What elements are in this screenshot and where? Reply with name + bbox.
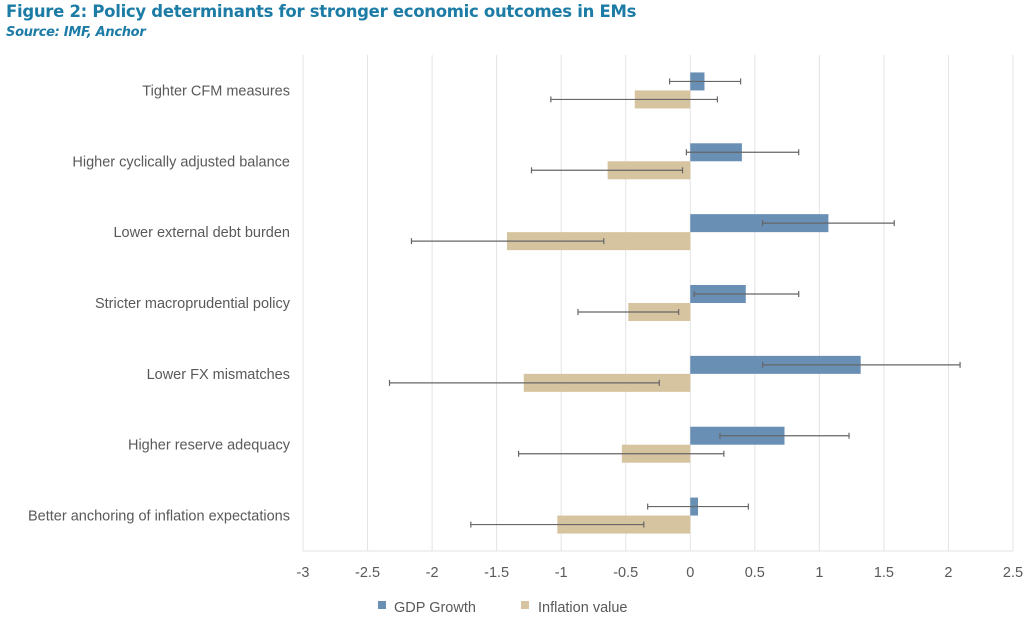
- figure-title: Figure 2: Policy determinants for strong…: [6, 2, 637, 21]
- x-tick-label: 2.5: [1003, 565, 1023, 581]
- legend: GDP Growth Inflation value: [378, 600, 627, 616]
- category-label-higher-cyclically-adjusted-balance: Higher cyclically adjusted balance: [72, 154, 290, 170]
- x-tick-label: -0.5: [613, 565, 638, 581]
- error-bar-gdp-growth-higher-reserve-adequacy: [719, 432, 850, 439]
- error-bar-inflation-value-stricter-macroprudential-policy: [577, 309, 680, 315]
- category-label-better-anchoring-of-inflation-expectations: Better anchoring of inflation expectatio…: [28, 509, 290, 525]
- error-bar-gdp-growth-lower-fx-mismatches: [761, 361, 961, 368]
- error-bar-inflation-value-lower-fx-mismatches: [388, 379, 660, 386]
- bar-gdp-growth-lower-external-debt-burden: [690, 214, 829, 233]
- gridlines: [302, 55, 1014, 552]
- x-tick-label: -2: [426, 565, 439, 581]
- error-bar-inflation-value-higher-reserve-adequacy: [517, 450, 725, 457]
- category-label-tighter-cfm-measures: Tighter CFM measures: [142, 83, 290, 99]
- legend-swatch-inflation-value: [521, 601, 529, 609]
- error-bar-gdp-growth-better-anchoring-of-inflation-expectations: [647, 503, 749, 510]
- x-tick-label: -1: [555, 565, 568, 581]
- x-tick-label: 0.5: [745, 565, 765, 581]
- error-bar-inflation-value-lower-external-debt-burden: [410, 238, 605, 245]
- x-tick-label: 1: [815, 565, 823, 581]
- x-tick-label: 0: [686, 565, 694, 581]
- x-tick-label: -2.5: [355, 565, 380, 581]
- x-tick-label: -1.5: [484, 565, 509, 581]
- bars: [506, 72, 861, 534]
- category-label-lower-external-debt-burden: Lower external debt burden: [113, 225, 290, 241]
- x-tick-label: 1.5: [874, 565, 894, 581]
- error-bar-inflation-value-better-anchoring-of-inflation-expectations: [470, 521, 645, 528]
- error-bars: [388, 78, 961, 528]
- error-bar-inflation-value-higher-cyclically-adjusted-balance: [530, 167, 684, 174]
- error-bar-gdp-growth-tighter-cfm-measures: [669, 78, 742, 85]
- error-bar-gdp-growth-lower-external-debt-burden: [761, 220, 895, 227]
- error-bar-inflation-value-tighter-cfm-measures: [550, 96, 718, 103]
- legend-swatch-gdp-growth: [378, 601, 386, 609]
- x-tick-label: -3: [297, 565, 310, 581]
- category-label-higher-reserve-adequacy: Higher reserve adequacy: [128, 438, 291, 454]
- x-axis-tick-labels: -3 -2.5 -2 -1.5 -1 -0.5 0 0.5 1 1.5 2 2.5: [297, 565, 1024, 581]
- error-bar-gdp-growth-higher-cyclically-adjusted-balance: [685, 149, 800, 156]
- figure-source: Source: IMF, Anchor: [6, 25, 146, 40]
- error-bar-gdp-growth-stricter-macroprudential-policy: [693, 291, 800, 297]
- x-tick-label: 2: [944, 565, 952, 581]
- legend-label-gdp-growth: GDP Growth: [394, 600, 476, 616]
- category-labels: Tighter CFM measures Higher cyclically ad…: [28, 83, 291, 524]
- category-label-stricter-macroprudential-policy: Stricter macroprudential policy: [95, 296, 291, 312]
- category-label-lower-fx-mismatches: Lower FX mismatches: [147, 367, 290, 383]
- legend-label-inflation-value: Inflation value: [538, 600, 627, 616]
